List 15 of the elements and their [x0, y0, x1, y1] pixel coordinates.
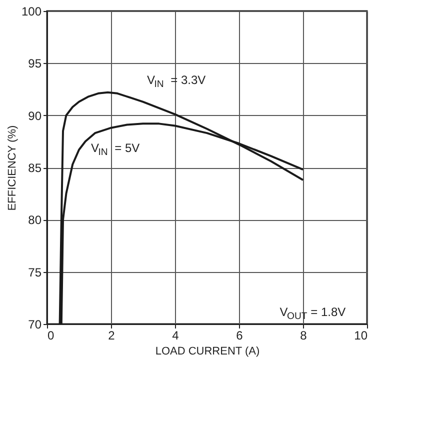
- y-axis-title: EFFICIENCY (%): [6, 125, 18, 211]
- y-tick-label: 75: [28, 265, 42, 280]
- y-tick-label: 80: [28, 213, 42, 228]
- x-tick-label: 6: [236, 328, 244, 342]
- x-tick-label: 10: [354, 328, 368, 342]
- y-tick-label: 90: [28, 108, 42, 123]
- x-tick-label: 0: [48, 328, 54, 342]
- y-tick-label: 70: [28, 318, 42, 332]
- x-axis-title: LOAD CURRENT (A): [155, 346, 260, 358]
- x-tick-label: 8: [300, 328, 308, 342]
- x-tick-label: 2: [108, 328, 116, 342]
- y-tick-label: 100: [21, 4, 42, 18]
- x-tick-label: 4: [172, 328, 180, 342]
- y-tick-label: 85: [28, 161, 42, 175]
- y-tick-label: 95: [28, 56, 42, 71]
